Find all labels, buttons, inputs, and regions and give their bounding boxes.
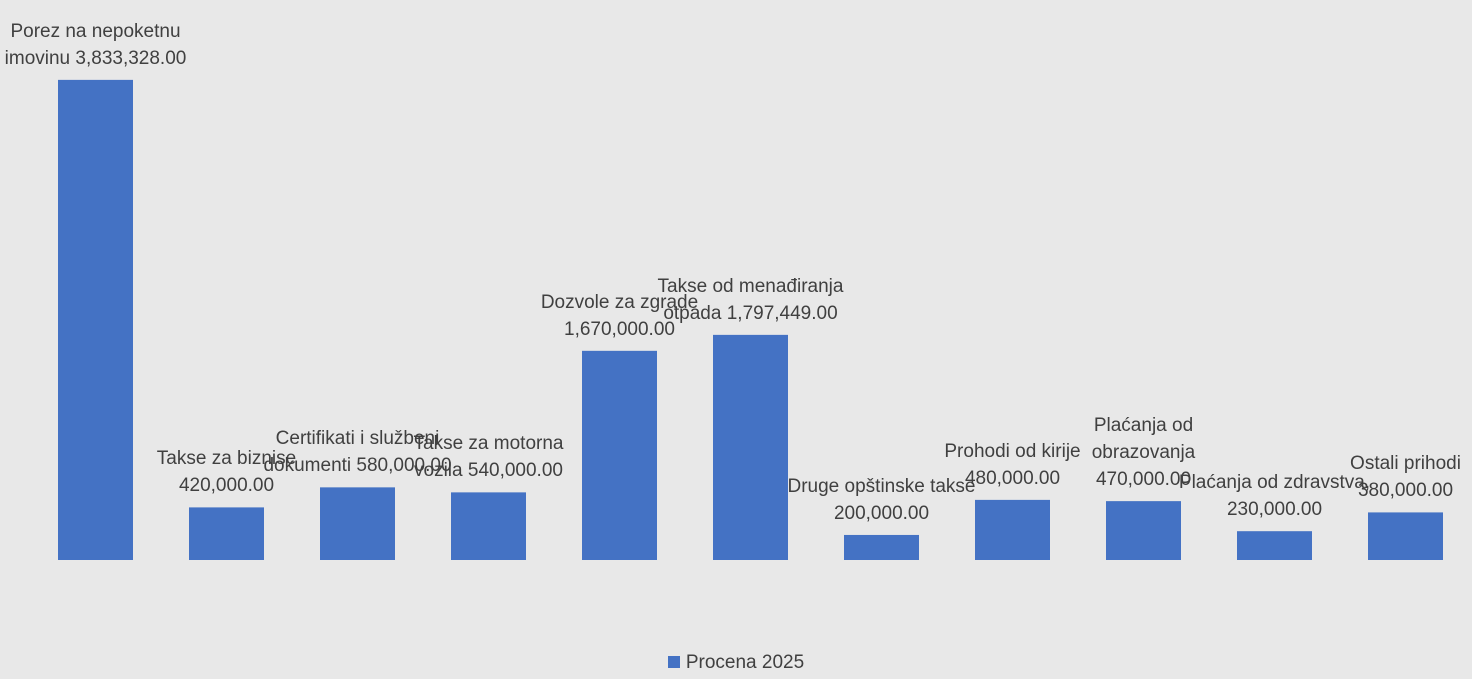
value-label: 540,000.00 — [467, 460, 563, 482]
value-label: 230,000.00 — [1226, 499, 1323, 521]
data-label: Takse za motorna vozila 540,000.00 — [389, 430, 589, 484]
category-label: Takse za biznise — [156, 448, 297, 470]
category-label: Dozvole za zgrade — [540, 291, 699, 313]
bar — [189, 507, 264, 560]
bar — [451, 492, 526, 560]
category-label: Takse za motorna vozila — [413, 433, 564, 482]
data-label: Takse od menađiranja otpada 1,797,449.00 — [651, 273, 851, 327]
data-label: Certifikati i službeni dokumenti 580,000… — [258, 425, 458, 479]
legend: Procena 2025 — [0, 652, 1472, 674]
bar — [320, 487, 395, 560]
data-label: Porez na nepoketnu imovinu 3,833,328.00 — [0, 18, 196, 72]
bar — [1368, 512, 1443, 560]
legend-swatch — [667, 656, 680, 668]
data-label: Plaćanja od zdravstva, 230,000.00 — [1175, 469, 1375, 523]
value-label: 3,833,328.00 — [75, 47, 187, 69]
data-label: Prohodi od kirije 480,000.00 — [913, 438, 1113, 492]
value-label: 1,797,449.00 — [726, 302, 838, 324]
bar — [58, 79, 133, 560]
category-label: Ostali prihodi — [1350, 453, 1461, 475]
value-label: 480,000.00 — [964, 467, 1061, 489]
value-label: 470,000.00 — [1095, 469, 1192, 491]
data-label: Takse za biznise 420,000.00 — [127, 445, 327, 499]
data-label: Ostali prihodi 380,000.00 — [1306, 450, 1472, 504]
category-label: Prohodi od kirije — [944, 440, 1081, 462]
data-label: Dozvole za zgrade 1,670,000.00 — [520, 289, 720, 343]
bar — [844, 534, 919, 560]
bar — [975, 499, 1050, 560]
category-label: Plaćanja od zdravstva, — [1178, 472, 1371, 494]
value-label: 1,670,000.00 — [564, 318, 675, 340]
data-label: Plaćanja od obrazovanja 470,000.00 — [1044, 412, 1244, 493]
category-label: Porez na nepoketnu imovinu — [4, 20, 181, 69]
value-label: 380,000.00 — [1357, 480, 1454, 502]
value-label: 580,000.00 — [356, 455, 452, 477]
bar — [1106, 501, 1181, 560]
bar — [713, 334, 788, 560]
bar — [582, 350, 657, 560]
bar — [1237, 531, 1312, 560]
category-label: Druge opštinske takse — [787, 475, 976, 497]
data-label: Druge opštinske takse 200,000.00 — [782, 473, 982, 527]
value-label: 200,000.00 — [833, 502, 930, 524]
category-label: Plaćanja od obrazovanja — [1091, 415, 1196, 464]
category-label: Takse od menađiranja otpada — [657, 275, 844, 324]
category-label: Certifikati i službeni dokumenti — [263, 428, 440, 477]
legend-label: Procena 2025 — [685, 652, 805, 673]
value-label: 420,000.00 — [178, 475, 275, 497]
